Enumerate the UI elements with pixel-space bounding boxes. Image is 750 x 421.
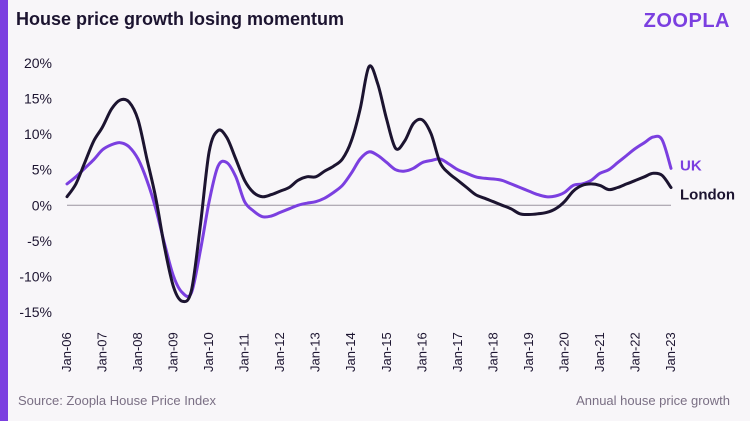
x-tick-label: Jan-14 <box>343 332 358 372</box>
y-tick-label: 15% <box>24 91 52 107</box>
series-label-london: London <box>680 187 735 204</box>
y-tick-label: 0% <box>32 197 52 213</box>
x-tick-label: Jan-22 <box>627 332 642 372</box>
x-tick-label: Jan-07 <box>95 332 110 372</box>
x-tick-label: Jan-20 <box>556 332 571 372</box>
x-tick-label: Jan-08 <box>130 332 145 372</box>
x-tick-label: Jan-19 <box>521 332 536 372</box>
x-tick-label: Jan-21 <box>592 332 607 372</box>
x-tick-label: Jan-13 <box>308 332 323 372</box>
x-tick-label: Jan-18 <box>485 332 500 372</box>
y-tick-label: -5% <box>27 233 52 249</box>
x-tick-label: Jan-10 <box>201 332 216 372</box>
y-tick-label: -15% <box>19 304 52 320</box>
series-line-london <box>65 64 673 304</box>
chart-note: Annual house price growth <box>576 393 730 408</box>
x-tick-label: Jan-09 <box>166 332 181 372</box>
x-tick-label: Jan-23 <box>663 332 678 372</box>
x-tick-label: Jan-17 <box>450 332 465 372</box>
y-tick-label: 5% <box>32 162 52 178</box>
x-tick-label: Jan-06 <box>59 332 74 372</box>
y-tick-label: -10% <box>19 268 52 284</box>
x-tick-label: Jan-15 <box>379 332 394 372</box>
y-tick-label: 20% <box>24 55 52 71</box>
x-tick-label: Jan-16 <box>414 332 429 372</box>
source-note: Source: Zoopla House Price Index <box>18 393 216 408</box>
zoopla-logo[interactable]: ZOOPLA <box>643 10 730 32</box>
series-label-uk: UK <box>680 157 702 174</box>
accent-bar <box>0 0 8 421</box>
x-tick-label: Jan-11 <box>237 333 252 372</box>
chart-title: House price growth losing momentum <box>16 9 345 29</box>
y-tick-label: 10% <box>24 126 52 142</box>
x-tick-label: Jan-12 <box>272 332 287 372</box>
